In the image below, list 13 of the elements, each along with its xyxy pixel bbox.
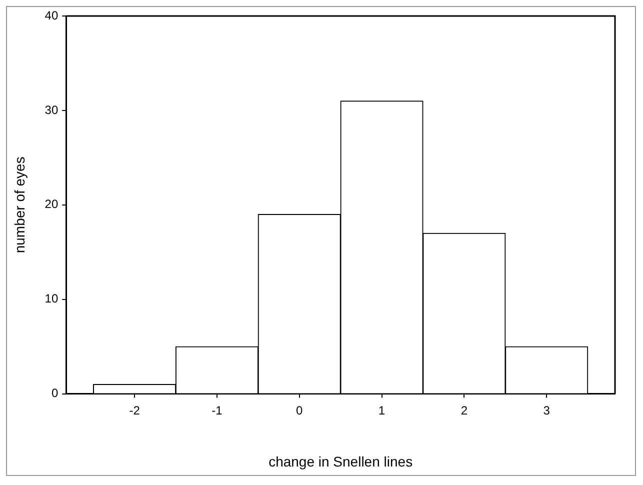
y-tick-label: 0 <box>51 386 58 400</box>
x-axis-title: change in Snellen lines <box>268 453 413 470</box>
x-tick-label: -1 <box>212 403 223 418</box>
y-axis-title: number of eyes <box>11 156 28 254</box>
x-tick-label: 0 <box>296 403 304 418</box>
y-tick-label: 10 <box>44 292 58 306</box>
x-tick-label: 2 <box>460 403 468 418</box>
y-tick-label: 30 <box>44 102 58 117</box>
x-tick-label: 1 <box>378 403 386 418</box>
x-tick-label: 3 <box>543 403 550 418</box>
y-tick-label: 20 <box>44 197 58 212</box>
y-tick-label: 40 <box>44 8 58 22</box>
x-tick-label: -2 <box>129 403 140 418</box>
